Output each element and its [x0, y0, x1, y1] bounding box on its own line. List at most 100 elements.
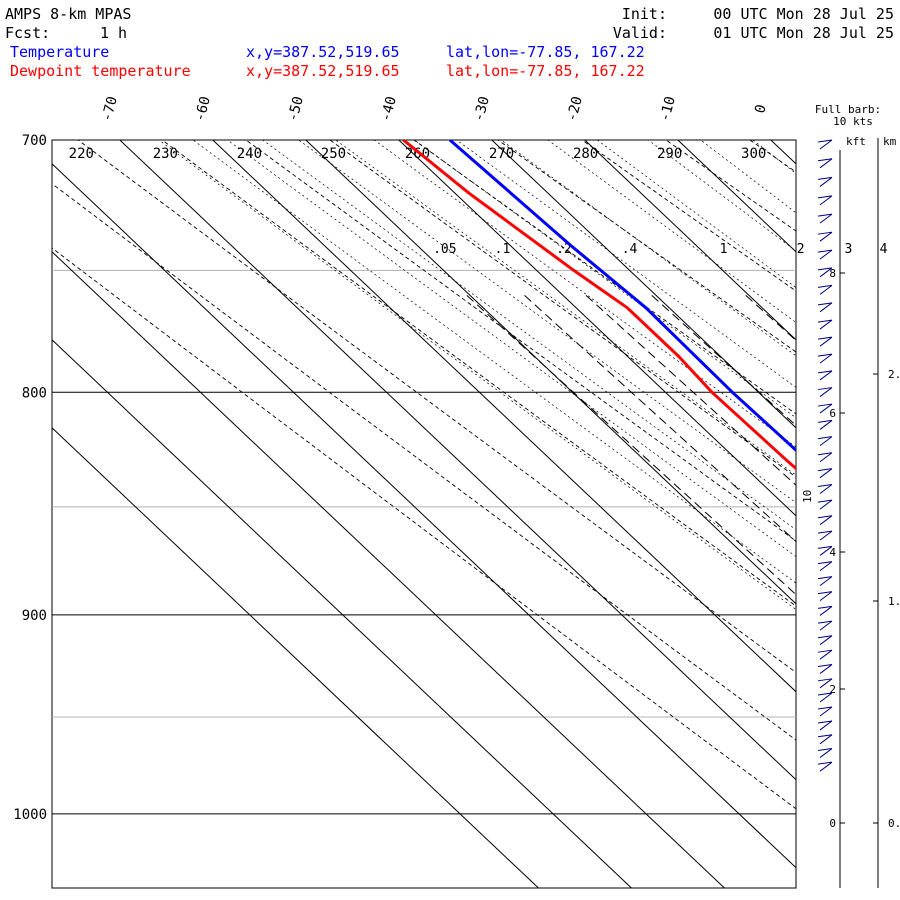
wind-barb [817, 706, 833, 717]
legend-temperature-latlon: lat,lon=-77.85, 167.22 [446, 43, 645, 61]
wind-barb [817, 483, 833, 494]
isotherm-label: 0 [752, 103, 770, 115]
isotherm-label: -10 [657, 95, 679, 124]
wind-barb [817, 692, 833, 703]
wind-barb [817, 635, 833, 646]
isotherm-line [398, 140, 796, 517]
km-tick-label: 1. [888, 595, 900, 608]
isotherm-label: -20 [564, 95, 586, 124]
isotherm-label: -50 [285, 95, 307, 124]
moist-adiabat-line [262, 140, 796, 531]
legend-dewpoint-xy: x,y=387.52,519.65 [246, 62, 400, 80]
wind-barb [817, 336, 833, 347]
mixing-ratio-label: .05 [433, 242, 456, 257]
mixing-ratio-label: .1 [495, 242, 511, 257]
mixing-ratio-line [745, 295, 796, 342]
dry-adiabat-line [413, 140, 796, 415]
mixing-ratio-label: .4 [622, 242, 638, 257]
init-value: 00 UTC Mon 28 Jul 25 [713, 5, 894, 23]
moist-adiabat-line [596, 140, 796, 289]
mixing-ratio-line [585, 295, 796, 486]
isotherm-label: -40 [378, 95, 400, 124]
kft-tick-label: 8 [829, 267, 836, 280]
fcst-value: 1 h [100, 24, 127, 42]
isotherm-line [52, 163, 796, 869]
dry-adiabat-label: 250 [321, 146, 346, 162]
wind-barb [817, 158, 833, 169]
wind-barb [817, 576, 833, 587]
moist-adiabat-line [647, 140, 796, 252]
kft-tick-label: 6 [829, 407, 836, 420]
wind-barb [817, 436, 833, 447]
wind-barb [817, 734, 833, 745]
dry-adiabat-label: 290 [657, 146, 682, 162]
wind-barb [817, 561, 833, 572]
wind-barb [817, 591, 833, 601]
isotherm-label: -30 [471, 95, 493, 124]
wind-barb [817, 176, 833, 187]
valid-label: Valid: [613, 24, 667, 42]
wind-barb [817, 370, 833, 381]
wind-barb [817, 267, 833, 278]
pressure-label-1000: 1000 [13, 807, 47, 823]
moist-adiabat-line [455, 140, 796, 388]
km-label: km [883, 135, 897, 148]
dry-adiabat-label: 220 [69, 146, 94, 162]
wind-barb [817, 387, 833, 397]
wind-barb [817, 213, 833, 224]
dry-adiabat-line [245, 140, 796, 542]
pressure-label-700: 700 [22, 133, 47, 149]
isotherm-line [52, 339, 632, 888]
model-title: AMPS 8-km MPAS [5, 5, 131, 23]
mixing-ratio-line [871, 295, 900, 888]
pressure-label-900: 900 [22, 608, 47, 624]
wind-barb [817, 605, 833, 616]
wind-side-label: 10 [801, 490, 814, 503]
wind-title-line1: Full barb: [815, 103, 881, 116]
moist-adiabat-line [500, 140, 796, 357]
dewpoint-profile [402, 140, 796, 471]
wind-barb [817, 720, 833, 731]
isotherm-label: -60 [192, 95, 214, 124]
wind-barb [817, 139, 833, 150]
mixing-ratio-label: 2 [797, 242, 805, 257]
mixing-ratio-line [524, 295, 796, 543]
legend-dewpoint-name: Dewpoint temperature [10, 62, 191, 80]
wind-barb [817, 302, 833, 313]
wind-barb [817, 284, 833, 295]
wind-barb [817, 664, 833, 674]
legend-temperature-xy: x,y=387.52,519.65 [246, 43, 400, 61]
wind-barb [817, 249, 833, 260]
dry-adiabat-line [497, 140, 796, 353]
mixing-ratio-label: 3 [844, 242, 852, 257]
wind-barb [817, 231, 833, 242]
mixing-ratio-label: .2 [556, 242, 572, 257]
isotherm-line [212, 140, 796, 693]
wind-panel: Full barb: 10 kts kft km 10 8 6 4 2 0 2. 1. 0. [801, 103, 900, 888]
wind-barb [817, 403, 833, 414]
dry-adiabat-label: 230 [153, 146, 178, 162]
kft-label: kft [846, 135, 866, 148]
wind-barb [817, 620, 833, 631]
wind-barb [817, 761, 833, 772]
kft-tick-label: 2 [829, 683, 836, 696]
km-tick-label: 2. [888, 368, 900, 381]
pressure-label-800: 800 [22, 385, 47, 401]
dry-adiabat-label: 240 [237, 146, 262, 162]
wind-barb [817, 499, 833, 510]
wind-barb [817, 748, 833, 758]
wind-barb [817, 353, 833, 364]
wind-barb [817, 515, 833, 526]
wind-barb [817, 530, 833, 541]
km-tick-label: 0. [888, 817, 900, 830]
dry-adiabat-line [329, 140, 796, 478]
moist-adiabat-line [547, 140, 796, 323]
moist-adiabat-line [752, 140, 796, 174]
wind-barb [817, 545, 833, 556]
